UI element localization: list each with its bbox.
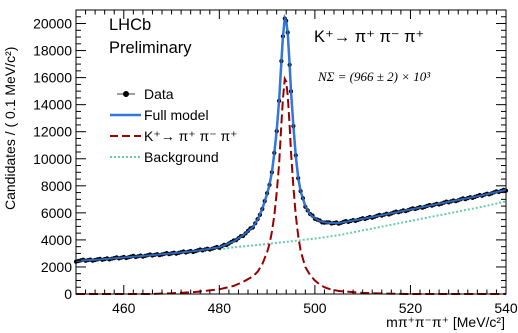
y-tick-label: 12000: [33, 124, 72, 140]
x-tick-label: 540: [494, 300, 518, 316]
y-tick-label: 2000: [41, 259, 72, 275]
y-tick-label: 4000: [41, 232, 72, 248]
yield-label: NΣ = (966 ± 2) × 10³: [317, 69, 431, 84]
axis-ticks: 460 480 500 520 540 0 2000 4000 6000 8000 10000 120…: [33, 9, 518, 316]
y-tick-label: 8000: [41, 178, 72, 194]
plot-area: [73, 13, 509, 295]
y-tick-label: 18000: [33, 43, 72, 59]
legend: Data Full model K⁺→ π⁺ π⁻ π⁺ Background: [110, 86, 238, 165]
y-tick-label: 10000: [33, 151, 72, 167]
legend-label-full-model: Full model: [144, 107, 209, 123]
y-tick-label: 14000: [33, 97, 72, 113]
x-tick-label: 480: [208, 300, 232, 316]
legend-label-data: Data: [144, 86, 174, 102]
y-tick-label: 20000: [33, 16, 72, 32]
x-axis-label: mπ⁺π⁻π⁺ [MeV/c²]: [386, 314, 505, 330]
y-tick-label: 6000: [41, 205, 72, 221]
series-line-full-model-overlay: [75, 14, 507, 262]
x-tick-label: 500: [303, 300, 327, 316]
x-tick-label: 520: [399, 300, 423, 316]
y-axis-label: Candidates / ( 0.1 MeV/c²): [2, 47, 18, 210]
legend-label-background: Background: [144, 149, 219, 165]
y-tick-label: 0: [64, 286, 72, 302]
series-line-signal: [76, 75, 506, 295]
legend-label-signal: K⁺→ π⁺ π⁻ π⁺: [144, 128, 238, 144]
decay-label: K⁺→ π⁺ π⁻ π⁺: [314, 28, 424, 46]
y-tick-label: 16000: [33, 70, 72, 86]
status-label: Preliminary: [109, 39, 192, 57]
series-line-background: [219, 200, 507, 251]
x-tick-label: 460: [112, 300, 136, 316]
experiment-label: LHCb: [109, 16, 151, 34]
